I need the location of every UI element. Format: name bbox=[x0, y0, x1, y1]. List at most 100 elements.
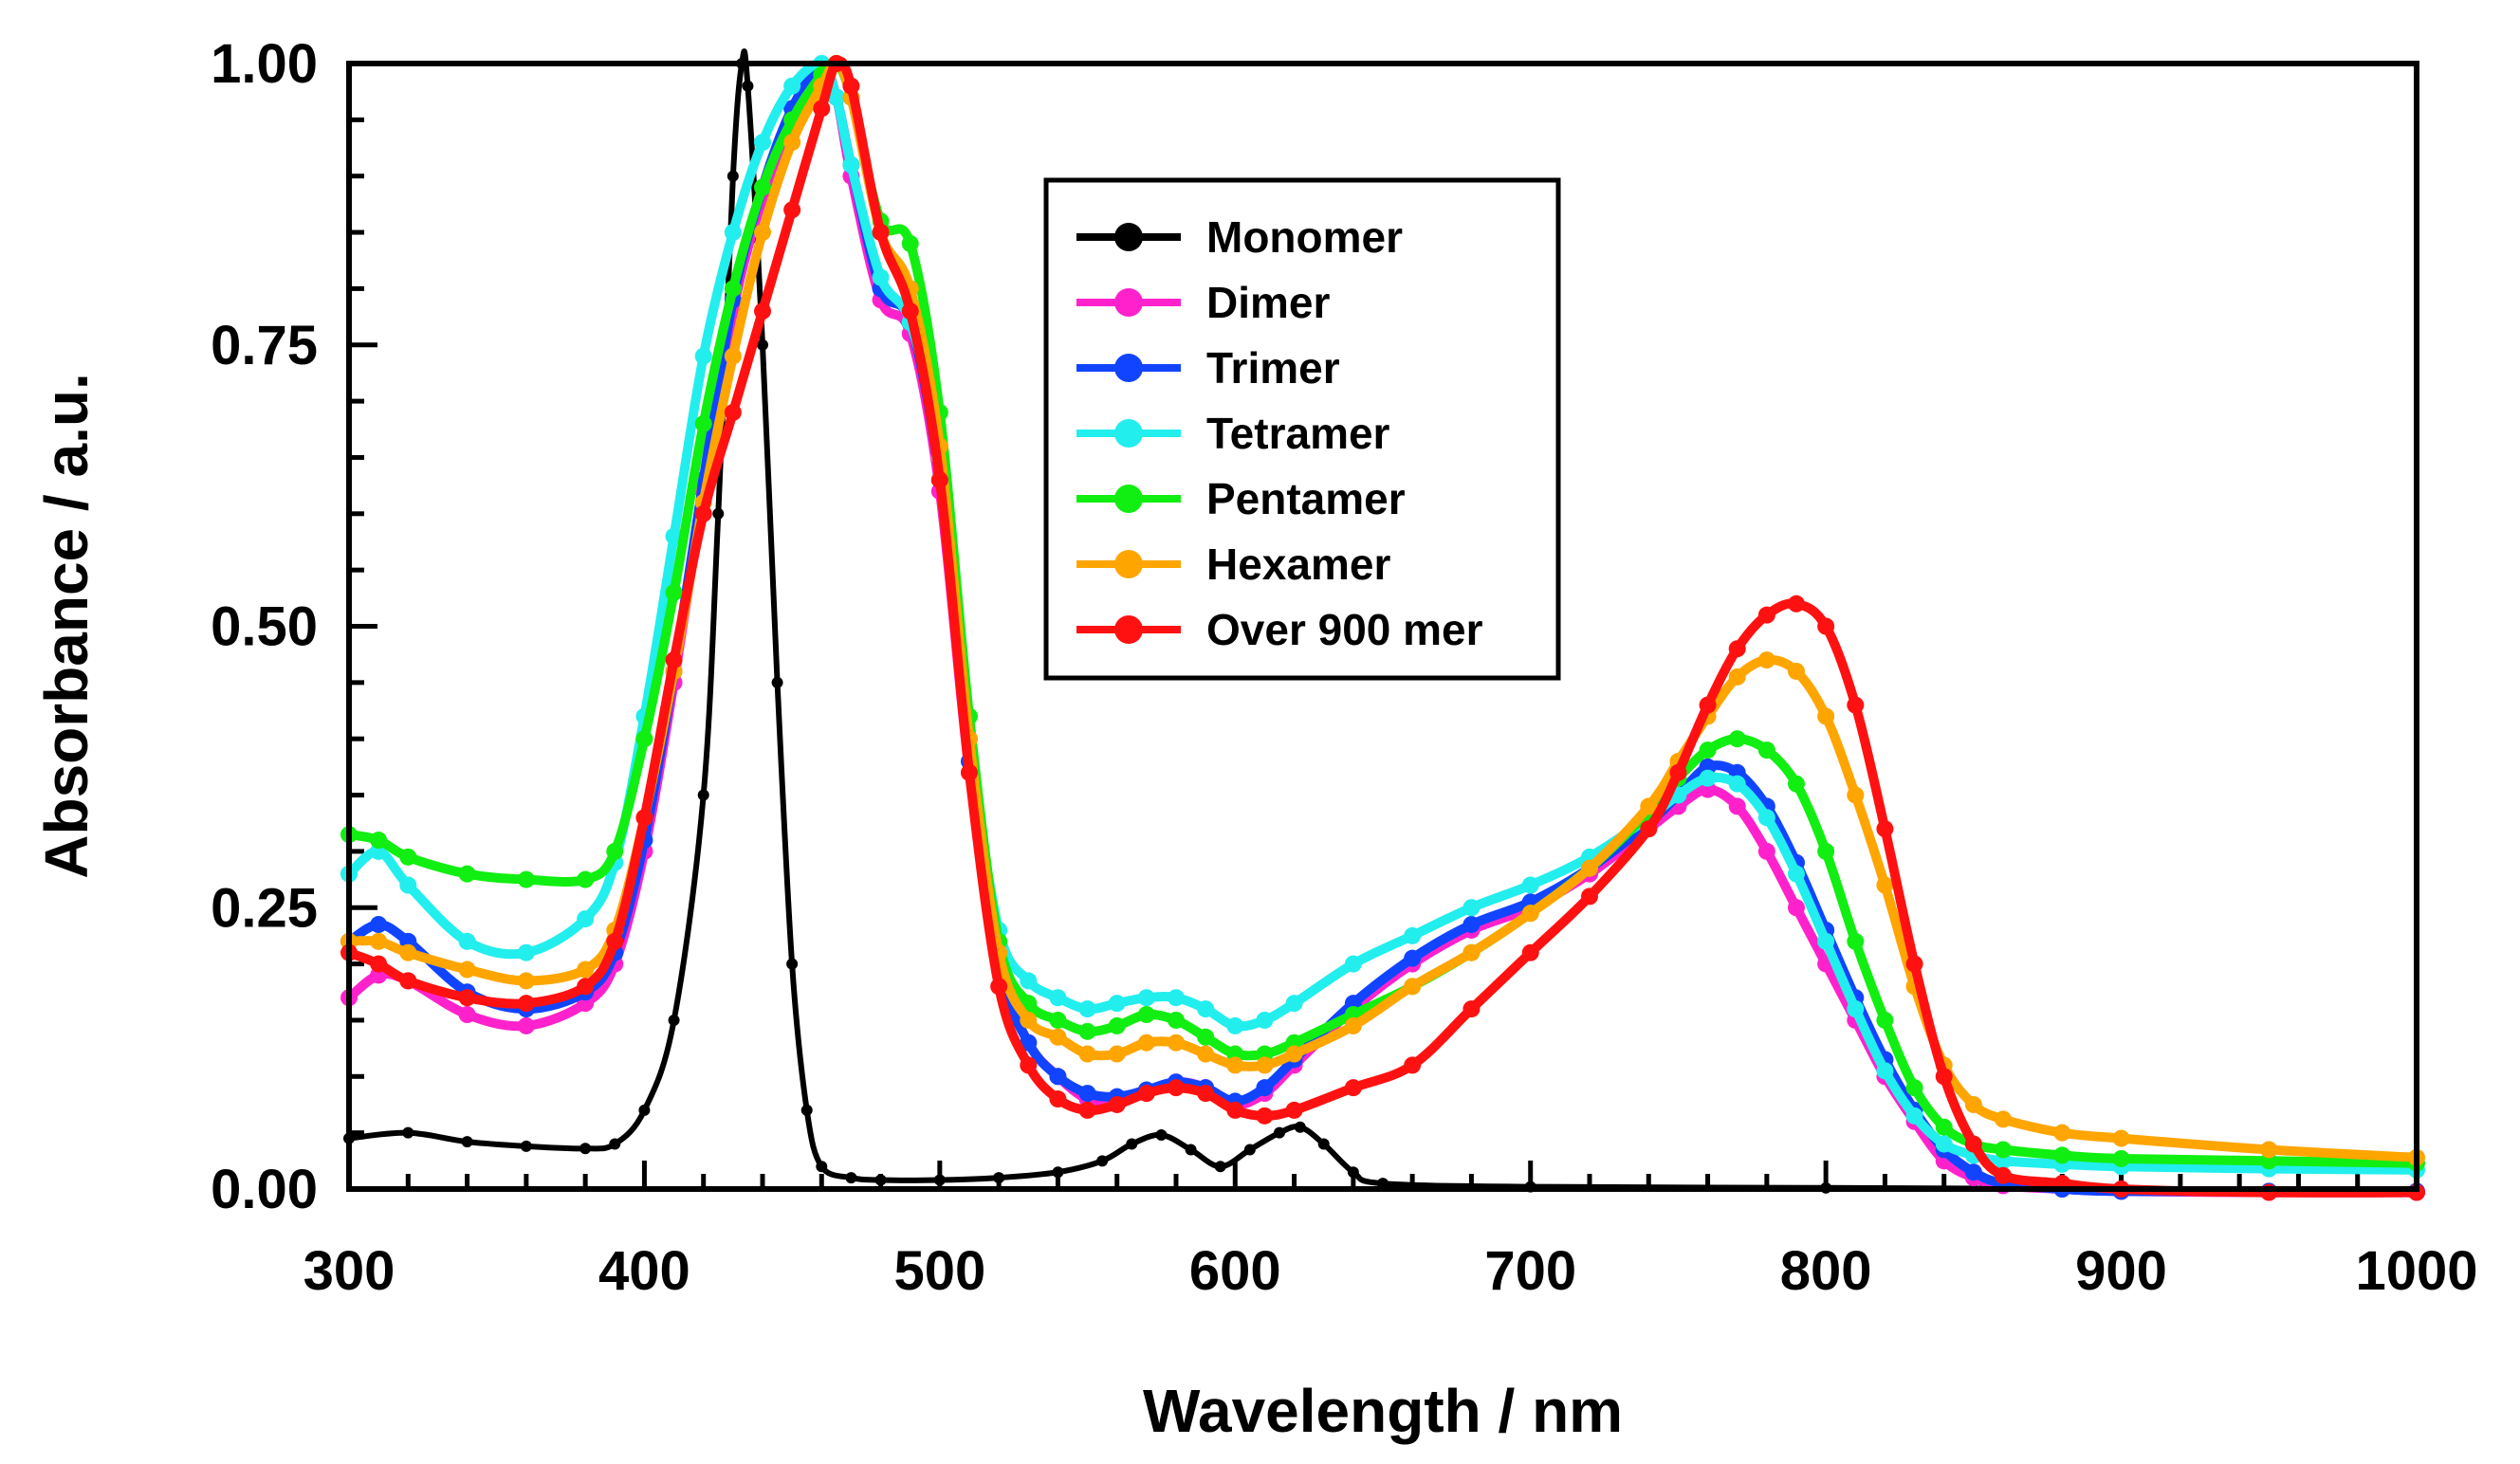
data-point bbox=[1020, 1056, 1038, 1074]
data-point bbox=[993, 1172, 1005, 1184]
legend: Monomer Dimer Trimer Tetramer Pentamer Hexame… bbox=[1043, 177, 1561, 681]
data-point bbox=[1905, 955, 1923, 973]
legend-item-dimer: Dimer bbox=[1076, 278, 1330, 327]
data-point bbox=[813, 100, 831, 118]
data-point bbox=[517, 1016, 535, 1034]
data-point bbox=[1214, 1161, 1226, 1173]
data-point bbox=[1404, 1056, 1422, 1074]
data-point bbox=[665, 583, 683, 601]
data-point bbox=[1347, 1166, 1359, 1179]
data-point bbox=[1226, 1101, 1244, 1119]
data-point bbox=[1052, 1166, 1064, 1179]
data-point bbox=[874, 1174, 887, 1186]
legend-marker bbox=[1114, 288, 1143, 317]
data-point bbox=[517, 995, 535, 1013]
data-point bbox=[724, 224, 742, 242]
legend-label: Monomer bbox=[1206, 212, 1403, 262]
data-point bbox=[2053, 1146, 2071, 1164]
data-point bbox=[1285, 1045, 1303, 1063]
data-point bbox=[606, 932, 624, 950]
data-point bbox=[1757, 842, 1775, 860]
data-point bbox=[1285, 1101, 1303, 1119]
data-point bbox=[1788, 662, 1805, 680]
legend-marker bbox=[1114, 550, 1143, 578]
data-point bbox=[1964, 1095, 1982, 1113]
data-point bbox=[1049, 1028, 1067, 1046]
data-point bbox=[402, 1126, 414, 1139]
data-point bbox=[517, 943, 535, 961]
y-tick-label: 0.75 bbox=[211, 315, 318, 376]
data-point bbox=[399, 848, 417, 866]
x-tick-label: 900 bbox=[2075, 1240, 2167, 1302]
data-point bbox=[1126, 1138, 1138, 1150]
data-point bbox=[1168, 1079, 1185, 1097]
data-point bbox=[2053, 1124, 2071, 1142]
data-point bbox=[724, 403, 742, 421]
data-point bbox=[458, 989, 476, 1007]
data-point bbox=[1669, 763, 1687, 781]
data-point bbox=[1640, 820, 1658, 838]
legend-marker bbox=[1114, 223, 1143, 251]
data-point bbox=[1935, 1135, 1953, 1153]
data-point bbox=[517, 870, 535, 888]
data-point bbox=[783, 134, 801, 152]
data-point bbox=[1404, 978, 1422, 996]
data-point bbox=[577, 961, 595, 979]
data-point bbox=[697, 789, 709, 801]
legend-item-over-900-mer: Over 900 mer bbox=[1076, 605, 1483, 654]
data-point bbox=[577, 978, 595, 996]
y-tick-label: 0.00 bbox=[211, 1159, 318, 1220]
data-point bbox=[990, 978, 1008, 996]
data-point bbox=[1049, 1068, 1067, 1086]
data-point bbox=[1049, 1090, 1067, 1108]
data-point bbox=[1462, 916, 1481, 934]
data-point bbox=[1521, 876, 1539, 894]
data-point bbox=[1274, 1126, 1285, 1139]
data-point bbox=[1581, 859, 1598, 877]
data-point bbox=[2112, 1129, 2130, 1147]
data-point bbox=[1344, 1016, 1362, 1034]
series-line-pentamer bbox=[344, 57, 2421, 1168]
data-point bbox=[1108, 1016, 1126, 1034]
data-point bbox=[1185, 1144, 1197, 1156]
data-point bbox=[1078, 1101, 1096, 1119]
data-point bbox=[1137, 989, 1155, 1007]
x-axis-title: Wavelength / nm bbox=[1143, 1377, 1623, 1445]
x-tick-label: 300 bbox=[304, 1240, 395, 1302]
data-point bbox=[783, 77, 801, 95]
legend-label: Pentamer bbox=[1206, 474, 1406, 523]
data-point bbox=[901, 302, 919, 320]
data-point bbox=[724, 280, 742, 298]
data-point bbox=[800, 1104, 813, 1116]
data-point bbox=[635, 730, 653, 748]
x-tick-label: 1000 bbox=[2355, 1240, 2477, 1302]
data-point bbox=[1462, 943, 1481, 961]
data-point bbox=[783, 201, 801, 219]
legend-marker bbox=[1114, 419, 1143, 448]
data-point bbox=[842, 77, 860, 95]
data-point bbox=[1168, 989, 1185, 1007]
data-point bbox=[872, 268, 890, 286]
y-axis-title: Absorbance / a.u. bbox=[32, 373, 101, 878]
data-point bbox=[872, 224, 890, 242]
data-point bbox=[1699, 769, 1717, 787]
data-point bbox=[370, 955, 388, 973]
data-point bbox=[1788, 775, 1805, 793]
plot-frame bbox=[346, 61, 2419, 1192]
data-point bbox=[579, 1143, 592, 1155]
data-point bbox=[754, 224, 771, 242]
x-tick-labels: 300 400 500 600 700 800 900 1000 bbox=[304, 1240, 2478, 1302]
data-point bbox=[458, 932, 476, 950]
data-point bbox=[1995, 1110, 2012, 1128]
data-point bbox=[712, 507, 725, 520]
data-point bbox=[1155, 1129, 1168, 1142]
data-point bbox=[1108, 995, 1126, 1013]
data-point bbox=[1876, 876, 1894, 894]
data-point bbox=[2112, 1149, 2130, 1167]
data-point bbox=[577, 870, 595, 888]
y-tick-label: 1.00 bbox=[211, 33, 318, 95]
data-point bbox=[1757, 809, 1775, 827]
data-point bbox=[1728, 797, 1746, 815]
data-point bbox=[665, 651, 683, 669]
